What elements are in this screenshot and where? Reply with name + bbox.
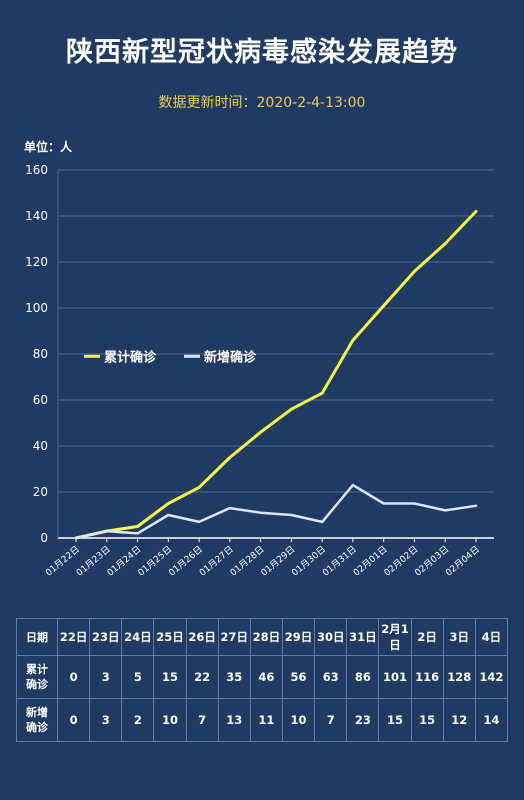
y-tick-label: 20 xyxy=(33,485,48,499)
table-value-cell: 15 xyxy=(410,698,444,742)
page-title: 陕西新型冠状病毒感染发展趋势 xyxy=(66,37,458,68)
y-tick-label: 160 xyxy=(25,163,48,177)
table-value-cell: 23 xyxy=(346,698,380,742)
series-layer xyxy=(74,209,478,540)
table-value-cell: 14 xyxy=(474,698,509,742)
table-value-cell: 10 xyxy=(281,698,316,742)
table-value-cell: 101 xyxy=(378,655,412,699)
table-value-cell: 7 xyxy=(185,698,219,742)
table-value-cell: 0 xyxy=(56,655,91,699)
y-axis: 0 20 40 60 80 100 120 140 160 xyxy=(25,163,48,545)
x-tick-label: 02月04日 xyxy=(444,544,482,579)
table-value-cell: 46 xyxy=(249,655,283,699)
legend-label: 累计确诊 xyxy=(104,349,157,365)
table-date-cell: 3日 xyxy=(442,618,476,656)
table-row: 累计 确诊 0 3 5 15 22 35 46 56 63 86 101 116 128 142 xyxy=(16,655,509,699)
table-header-label: 日期 xyxy=(16,618,58,656)
table-value-cell: 11 xyxy=(249,698,283,742)
table-date-cell: 4日 xyxy=(474,618,509,656)
table-date-cell: 24日 xyxy=(121,618,155,656)
table-date-cell: 2日 xyxy=(410,618,444,656)
legend-label: 新增确诊 xyxy=(204,349,257,365)
table-date-cell: 31日 xyxy=(346,618,380,656)
line-chart: 0 20 40 60 80 100 120 140 160 01月22日01月23日01月24日… xyxy=(25,163,494,579)
table-value-cell: 3 xyxy=(89,698,123,742)
y-tick-label: 0 xyxy=(40,531,48,545)
table-date-cell: 27日 xyxy=(217,618,251,656)
y-tick-label: 140 xyxy=(25,209,48,223)
y-tick-label: 120 xyxy=(25,255,48,269)
table-value-cell: 116 xyxy=(410,655,444,699)
table-value-cell: 7 xyxy=(314,698,348,742)
table-row-label: 累计 确诊 xyxy=(16,655,58,699)
data-table: 日期 22日 23日 24日 25日 26日 27日 28日 29日 30日 31日 2月1日 2日 3日… xyxy=(16,618,509,742)
table-date-cell: 23日 xyxy=(89,618,123,656)
table-value-cell: 12 xyxy=(442,698,476,742)
table-date-cell: 25日 xyxy=(153,618,187,656)
table-value-cell: 128 xyxy=(442,655,476,699)
table-value-cell: 0 xyxy=(56,698,91,742)
table-value-cell: 2 xyxy=(121,698,155,742)
table-header-row: 日期 22日 23日 24日 25日 26日 27日 28日 29日 30日 31日 2月1日 2日 3日… xyxy=(16,618,509,656)
table-date-cell: 26日 xyxy=(185,618,219,656)
table-value-cell: 35 xyxy=(217,655,251,699)
y-tick-label: 100 xyxy=(25,301,48,315)
table-row: 新增 确诊 0 3 2 10 7 13 11 10 7 23 15 15 12 14 xyxy=(16,698,509,742)
x-axis: 01月22日01月23日01月24日01月25日01月26日01月27日01月2… xyxy=(44,538,482,579)
grid-lines xyxy=(57,169,494,539)
table-value-cell: 22 xyxy=(185,655,219,699)
series-line-cumulative xyxy=(74,209,478,540)
table-value-cell: 10 xyxy=(153,698,187,742)
series-line-new xyxy=(74,483,478,540)
table-date-cell: 28日 xyxy=(249,618,283,656)
update-time: 数据更新时间：2020-2-4-13:00 xyxy=(158,95,366,111)
y-tick-label: 60 xyxy=(33,393,48,407)
table-date-cell: 2月1日 xyxy=(378,618,412,656)
legend: 累计确诊 新增确诊 xyxy=(84,349,257,365)
y-tick-label: 40 xyxy=(33,439,48,453)
table-value-cell: 5 xyxy=(121,655,155,699)
table-value-cell: 13 xyxy=(217,698,251,742)
table-date-cell: 29日 xyxy=(281,618,316,656)
table-value-cell: 142 xyxy=(474,655,509,699)
table-row-label: 新增 确诊 xyxy=(16,698,58,742)
table-value-cell: 15 xyxy=(378,698,412,742)
y-tick-label: 80 xyxy=(33,347,48,361)
table-value-cell: 15 xyxy=(153,655,187,699)
unit-label: 单位：人 xyxy=(24,140,73,154)
table-value-cell: 86 xyxy=(346,655,380,699)
table-value-cell: 3 xyxy=(89,655,123,699)
table-date-cell: 30日 xyxy=(314,618,348,656)
table-value-cell: 63 xyxy=(314,655,348,699)
table-value-cell: 56 xyxy=(281,655,316,699)
table-date-cell: 22日 xyxy=(56,618,91,656)
